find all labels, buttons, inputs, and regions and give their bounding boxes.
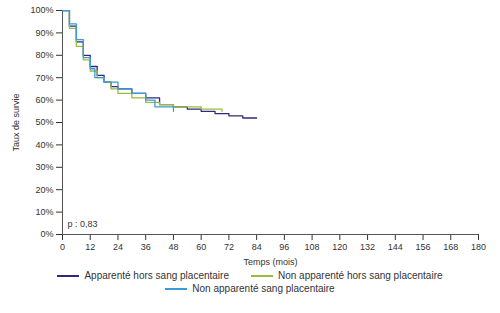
svg-text:40%: 40% — [35, 140, 53, 150]
svg-text:70%: 70% — [35, 73, 53, 83]
svg-text:10%: 10% — [35, 207, 53, 217]
svg-text:12: 12 — [85, 242, 95, 252]
svg-text:p : 0,83: p : 0,83 — [68, 219, 98, 229]
html-text:Non apparenté sang placentaire: Non apparenté sang placentaire — [192, 283, 335, 294]
svg-text:0: 0 — [60, 242, 65, 252]
svg-text:180: 180 — [471, 242, 486, 252]
svg-text:30%: 30% — [35, 162, 53, 172]
svg-text:48: 48 — [168, 242, 178, 252]
svg-text:100%: 100% — [30, 5, 53, 15]
svg-text:84: 84 — [252, 242, 262, 252]
svg-text:50%: 50% — [35, 117, 53, 127]
svg-text:80%: 80% — [35, 50, 53, 60]
svg-text:Temps (mois): Temps (mois) — [243, 257, 297, 267]
svg-text:168: 168 — [443, 242, 458, 252]
svg-text:120: 120 — [332, 242, 347, 252]
svg-text:156: 156 — [416, 242, 431, 252]
svg-text:Taux de survie: Taux de survie — [11, 93, 21, 151]
svg-text:24: 24 — [113, 242, 123, 252]
html-text:Non apparenté hors sang placen: Non apparenté hors sang placentaire — [278, 270, 443, 281]
html-text:Apparenté hors sang placentair: Apparenté hors sang placentaire — [84, 270, 229, 281]
svg-text:0%: 0% — [40, 229, 53, 239]
svg-text:96: 96 — [279, 242, 289, 252]
svg-text:132: 132 — [360, 242, 375, 252]
svg-text:72: 72 — [224, 242, 234, 252]
svg-text:36: 36 — [141, 242, 151, 252]
svg-text:144: 144 — [388, 242, 403, 252]
svg-text:60%: 60% — [35, 95, 53, 105]
svg-text:108: 108 — [305, 242, 320, 252]
svg-text:20%: 20% — [35, 185, 53, 195]
svg-text:90%: 90% — [35, 28, 53, 38]
svg-text:60: 60 — [196, 242, 206, 252]
